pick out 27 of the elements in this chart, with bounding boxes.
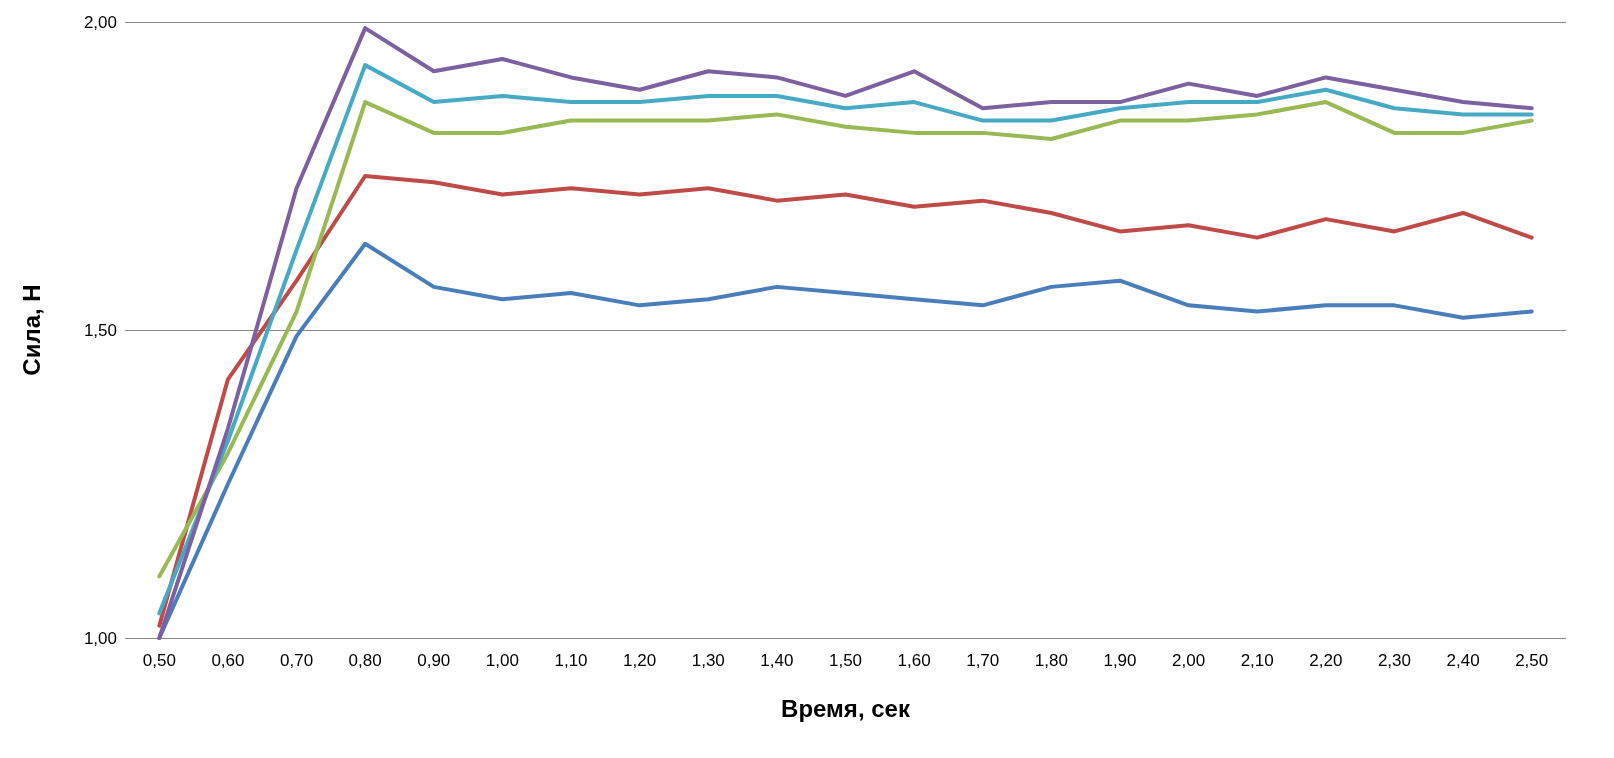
x-tick-label: 1,60 bbox=[897, 651, 931, 670]
x-tick-label: 2,00 bbox=[1172, 651, 1206, 670]
x-tick-label: 1,50 bbox=[828, 651, 863, 670]
x-tick-label: 0,50 bbox=[142, 651, 176, 670]
x-tick-label: 1,80 bbox=[1034, 651, 1068, 670]
x-tick-label: 1,00 bbox=[485, 651, 519, 670]
x-tick-label: 2,30 bbox=[1377, 651, 1411, 670]
x-tick-label: 1,10 bbox=[554, 651, 588, 670]
x-tick-label: 1,30 bbox=[691, 651, 725, 670]
y-axis-title: Сила, Н bbox=[17, 284, 45, 376]
x-tick-label: 0,90 bbox=[417, 651, 451, 670]
x-tick-label: 0,60 bbox=[211, 651, 245, 670]
x-tick-label: 2,40 bbox=[1446, 651, 1480, 670]
x-tick-label: 2,10 bbox=[1240, 651, 1274, 670]
x-tick-label: 2,50 bbox=[1515, 651, 1549, 670]
y-tick-label: 1,50 bbox=[83, 320, 117, 340]
x-tick-label: 1,70 bbox=[966, 651, 1000, 670]
x-tick-label: 1,40 bbox=[760, 651, 794, 670]
y-tick-label: 2,00 bbox=[83, 12, 117, 32]
x-axis-title: Время, сек bbox=[781, 694, 911, 722]
x-tick-label: 2,20 bbox=[1309, 651, 1343, 670]
x-tick-label: 0,70 bbox=[280, 651, 314, 670]
y-tick-label: 1,00 bbox=[83, 628, 117, 648]
x-tick-label: 0,80 bbox=[348, 651, 382, 670]
x-tick-label: 1,20 bbox=[623, 651, 657, 670]
line-series bbox=[157, 174, 1534, 628]
x-tick-label: 1,90 bbox=[1103, 651, 1137, 670]
